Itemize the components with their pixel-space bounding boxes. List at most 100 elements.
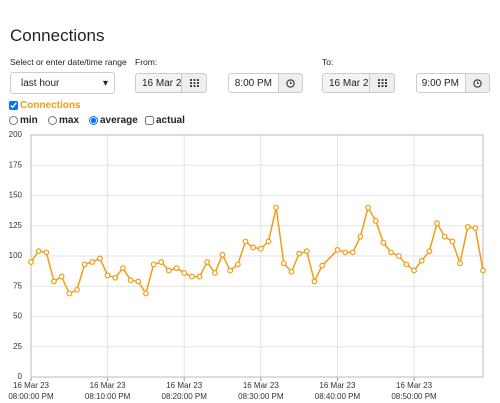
data-point [441, 233, 448, 240]
option[interactable]: actual [145, 115, 185, 126]
from-label: From: [135, 57, 158, 67]
data-point [380, 239, 387, 246]
data-point [365, 204, 371, 211]
to-label: To: [322, 57, 334, 67]
data-point [97, 255, 103, 262]
data-point [403, 261, 410, 268]
y-tick-label: 200 [9, 130, 23, 139]
option-radio[interactable] [89, 116, 98, 125]
data-point [296, 250, 303, 257]
data-point [150, 261, 157, 268]
chart: 0 25 50 75 100 125 150 175 200 16 Mar 23 08:00:00 … [8, 130, 486, 401]
data-point [188, 273, 195, 280]
data-point [35, 248, 42, 255]
data-point [120, 265, 126, 272]
clock-icon [286, 78, 295, 88]
data-point [204, 259, 211, 265]
data-point [372, 218, 379, 224]
y-tick-label: 125 [9, 221, 23, 230]
to-date[interactable]: 16 Mar 2 [322, 73, 370, 93]
data-point [472, 225, 479, 232]
x-tick-label: 16 Mar 23 [90, 381, 127, 390]
y-tick-label: 25 [13, 342, 22, 351]
data-point [303, 248, 310, 255]
data-point [158, 259, 165, 265]
from-date[interactable]: 16 Mar 2 [135, 73, 182, 93]
clock-button[interactable] [278, 73, 303, 93]
data-point [257, 245, 264, 252]
range-label: Select or enter date/time range [10, 57, 127, 67]
data-point [334, 247, 341, 253]
x-tick-label: 16 Mar 23 [243, 381, 280, 390]
data-point [288, 268, 295, 275]
data-point [480, 267, 486, 274]
data-point [357, 233, 364, 240]
y-tick-label: 100 [9, 251, 23, 260]
series-checkbox[interactable] [9, 101, 18, 110]
data-point [273, 204, 280, 211]
option-label: max [59, 115, 80, 126]
data-point [135, 278, 142, 285]
data-point [311, 278, 318, 285]
data-point [51, 278, 57, 285]
data-point [464, 224, 471, 230]
calendar-icon [377, 79, 387, 87]
calendar-button[interactable] [369, 73, 395, 93]
page-title: Connections [10, 26, 105, 45]
data-point [165, 267, 172, 274]
data-point [58, 273, 65, 280]
y-tick-label: 0 [18, 372, 23, 381]
option[interactable]: min [9, 115, 38, 126]
data-point [81, 261, 88, 268]
data-point [418, 257, 425, 264]
data-point [66, 290, 73, 297]
data-point [181, 270, 188, 276]
clock-button[interactable] [465, 73, 490, 93]
data-point [388, 249, 394, 256]
option[interactable]: average [89, 115, 138, 126]
calendar-button[interactable] [181, 73, 207, 93]
legend-label: Connections [20, 100, 81, 111]
option-checkbox[interactable] [145, 116, 154, 125]
data-point [426, 248, 433, 255]
option-label: min [20, 115, 38, 126]
data-point [250, 244, 257, 251]
data-point [349, 249, 356, 256]
data-point [74, 286, 80, 293]
series-line [30, 205, 484, 296]
option[interactable]: max [48, 115, 79, 126]
option-radio[interactable] [48, 116, 57, 125]
data-point [227, 267, 234, 274]
data-point [395, 253, 402, 259]
from-time[interactable]: 8:00 PM [228, 73, 279, 93]
data-point [127, 277, 134, 284]
data-point [173, 265, 180, 272]
y-tick-label: 75 [13, 281, 22, 290]
calendar-icon [189, 79, 199, 87]
x-tick-label: 08:10:00 PM [85, 392, 131, 401]
x-tick-label: 08:00:00 PM [8, 392, 54, 401]
x-tick-label: 08:40:00 PM [315, 392, 361, 401]
range-select[interactable]: last hour ▾ [10, 72, 115, 94]
option-label: average [100, 115, 138, 126]
data-point [265, 238, 272, 245]
x-tick-label: 16 Mar 23 [13, 381, 50, 390]
data-point [342, 249, 349, 256]
x-tick-label: 08:20:00 PM [162, 392, 208, 401]
data-point [43, 249, 50, 256]
range-value: last hour [21, 77, 60, 89]
caret: ▾ [102, 77, 108, 89]
series-toggle[interactable]: Connections [9, 100, 81, 111]
data-point [234, 261, 241, 268]
option-radio[interactable] [9, 116, 18, 125]
data-point [112, 274, 119, 281]
x-tick-label: 16 Mar 23 [166, 381, 203, 390]
data-point [211, 270, 218, 276]
y-tick-label: 175 [9, 160, 23, 169]
x-tick-label: 08:50:00 PM [391, 392, 437, 401]
x-tick-label: 16 Mar 23 [396, 381, 433, 390]
option-label: actual [156, 115, 185, 126]
to-time[interactable]: 9:00 PM [416, 73, 466, 93]
data-point [449, 238, 456, 245]
